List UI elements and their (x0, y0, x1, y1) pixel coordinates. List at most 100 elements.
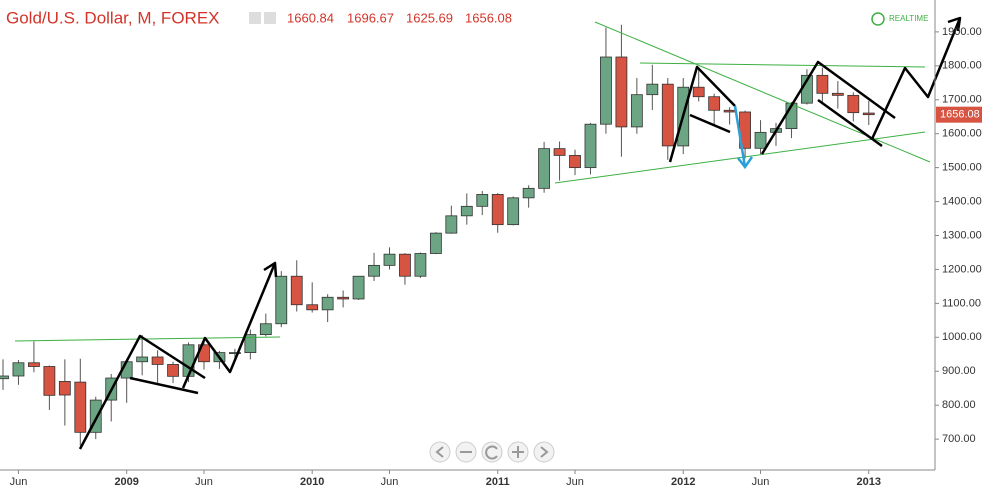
x-tick-label: Jun (195, 476, 213, 488)
drawings (78, 16, 962, 450)
candle-body (383, 253, 396, 266)
candle-body (151, 356, 164, 365)
candle-body (723, 109, 736, 113)
y-tick-label: 1400.00 (942, 195, 982, 207)
candle-body (507, 197, 520, 226)
drawing (760, 60, 896, 155)
trend-lines (14, 21, 931, 342)
candle-body (136, 356, 149, 363)
candle-body (630, 94, 643, 128)
candle-body (569, 155, 581, 169)
candle-body (228, 352, 241, 354)
ohlc-close: 1656.08 (465, 10, 512, 25)
y-tick-label: 1900.00 (942, 26, 982, 38)
candle-body (862, 112, 875, 116)
candle-body (816, 74, 829, 94)
arrow-head (947, 16, 962, 32)
y-tick-label: 700.00 (942, 433, 976, 445)
drawing (870, 17, 962, 140)
x-tick-label: Jun (381, 476, 399, 488)
candle-body (847, 94, 860, 114)
x-tick-label: Jun (566, 476, 584, 488)
candle-body (306, 304, 319, 311)
candle-body (708, 96, 721, 111)
y-tick-label: 1600.00 (942, 128, 982, 140)
y-tick-label: 1100.00 (942, 297, 981, 309)
trend-line (639, 62, 926, 68)
x-tick-label: Jun (10, 476, 28, 488)
candle-body (43, 366, 56, 396)
candle-body (368, 264, 380, 277)
candle-body (259, 323, 272, 335)
drawing (689, 113, 731, 134)
chart-title: Gold/U.S. Dollar, M, FOREX (6, 8, 220, 27)
y-axis: 700.00 800.00 900.00 1000.00 1100.00 1200.00 1… (935, 26, 982, 445)
y-tick-label: 1200.00 (942, 263, 982, 275)
realtime-icon (871, 12, 885, 26)
plot-area (0, 24, 875, 446)
icon[interactable] (264, 12, 276, 24)
candle-body (831, 92, 844, 96)
candle-body (429, 232, 442, 254)
arrow-head (737, 156, 754, 170)
icon[interactable] (249, 12, 261, 24)
arrow-head (263, 261, 278, 278)
trend-line (554, 131, 926, 184)
last-price-label: 1656.08 (940, 109, 980, 121)
candle-body (538, 148, 550, 189)
realtime-label: REALTIME (889, 14, 928, 23)
ohlc-open: 1660.84 (287, 10, 334, 25)
x-tick-label: 2013 (857, 476, 881, 488)
candle-body (584, 123, 597, 169)
drawing (78, 334, 206, 450)
candle-body (58, 381, 71, 396)
candle-body (12, 362, 25, 377)
drawing (733, 105, 747, 168)
last-price: 1656.08 (936, 106, 982, 123)
candle-body (491, 194, 504, 226)
y-tick-label: 1800.00 (942, 60, 982, 72)
trend-line (14, 336, 281, 342)
candle-body (646, 83, 659, 96)
candle-body (0, 375, 9, 380)
candle-body (89, 399, 102, 433)
x-tick-label: Jun (752, 476, 770, 488)
drawings (733, 105, 754, 170)
drawing (668, 65, 736, 163)
drawing (129, 376, 199, 395)
candle-body (445, 215, 458, 234)
candle-body (167, 364, 179, 377)
x-tick-label: 2009 (114, 476, 138, 488)
candle-body (290, 275, 303, 306)
candle-body (522, 187, 535, 199)
candle-body (615, 56, 628, 128)
candle-body (553, 148, 566, 156)
drawing (181, 262, 277, 389)
scroll-right-button[interactable] (533, 441, 555, 463)
scroll-left-button[interactable] (429, 441, 451, 463)
last-price-box (936, 106, 982, 123)
ohlc-low: 1625.69 (406, 10, 453, 25)
candle-body (399, 253, 411, 277)
candle-body (28, 362, 40, 367)
x-tick-label: 2012 (671, 476, 695, 488)
x-axis: Jun 2009 Jun 2010 Jun 2011 Jun 2012 Jun 2013 (10, 470, 881, 488)
candle-body (460, 205, 473, 217)
candle-body (275, 275, 288, 325)
candle-body (476, 194, 489, 207)
candle-body (692, 86, 705, 98)
x-tick-label: 2010 (300, 476, 324, 488)
candle-body (352, 275, 365, 300)
nav-buttons (429, 441, 555, 463)
candle-body (182, 344, 195, 377)
candle-body (244, 334, 257, 353)
candle-body (661, 83, 674, 147)
candle-body (337, 296, 350, 300)
candle-body (600, 56, 612, 125)
y-tick-label: 800.00 (942, 399, 976, 411)
ohlc-high: 1696.67 (347, 10, 394, 25)
candle-body (754, 131, 767, 149)
y-tick-label: 1300.00 (942, 229, 982, 241)
candle-body (321, 296, 334, 311)
